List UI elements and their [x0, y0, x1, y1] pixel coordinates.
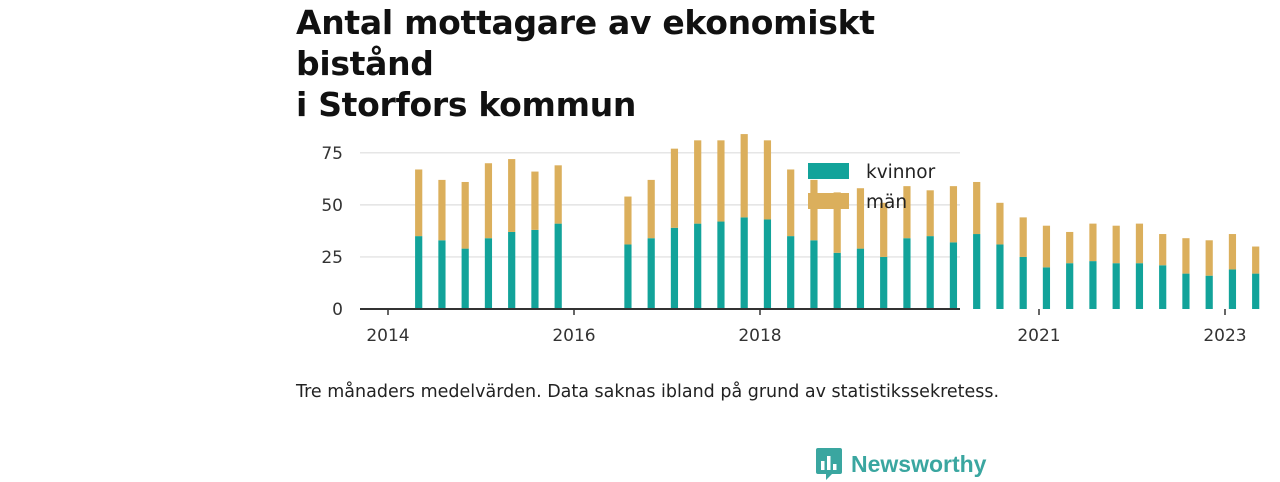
bar-kvinnor — [949, 242, 958, 309]
bar-kvinnor — [903, 238, 911, 309]
bar-man — [484, 163, 493, 239]
bar-man — [1182, 238, 1190, 274]
brand-name: Newsworthy — [851, 450, 987, 477]
bar-kvinnor — [717, 221, 725, 309]
bar-kvinnor — [1019, 256, 1027, 309]
bar-man — [554, 165, 562, 224]
x-tick-label: 2023 — [1203, 326, 1246, 346]
legend-swatch-kvinnor — [808, 163, 849, 179]
newsworthy-logo: Newsworthy — [815, 446, 986, 482]
bar-man — [415, 169, 423, 237]
y-tick-label: 75 — [321, 144, 343, 164]
bar-kvinnor — [740, 217, 748, 309]
legend-label-kvinnor: kvinnor — [866, 162, 936, 183]
bar-kvinnor — [856, 248, 865, 309]
y-tick-label: 25 — [321, 248, 343, 268]
bar-chart-speech-bubble-icon — [816, 448, 842, 480]
bar-man — [1135, 223, 1144, 264]
legend-label-man: män — [866, 192, 907, 213]
bar-kvinnor — [1252, 273, 1260, 309]
bar-kvinnor — [484, 238, 493, 309]
bar-man — [624, 196, 632, 245]
bar-kvinnor — [926, 236, 934, 309]
bar-man — [740, 134, 748, 218]
bar-man — [856, 188, 865, 249]
bar-man — [1042, 225, 1051, 268]
y-tick-label: 50 — [321, 196, 343, 216]
bar-man — [461, 181, 469, 249]
bar-kvinnor — [508, 231, 516, 309]
bar-kvinnor — [1112, 263, 1120, 309]
legend-swatch-man — [808, 193, 849, 209]
bar-man — [647, 179, 655, 239]
bar-man — [833, 192, 841, 253]
bar-man — [1019, 217, 1027, 257]
bar-man — [717, 140, 725, 222]
bar-kvinnor — [973, 234, 981, 309]
stacked-bar-chart: 0255075201420162018202120232025kvinnormä… — [321, 134, 1260, 346]
x-tick-label: 2014 — [366, 326, 409, 346]
x-tick-label: 2021 — [1017, 326, 1060, 346]
y-tick-label: 0 — [332, 300, 343, 320]
bar-man — [694, 140, 702, 224]
bar-kvinnor — [1205, 275, 1213, 309]
x-tick-label: 2016 — [552, 326, 595, 346]
bar-kvinnor — [1135, 263, 1144, 309]
bar-kvinnor — [833, 252, 841, 309]
bar-kvinnor — [1228, 269, 1237, 309]
bar-man — [880, 202, 888, 257]
bar-kvinnor — [438, 240, 446, 309]
bar-kvinnor — [694, 223, 702, 309]
bar-kvinnor — [1182, 273, 1190, 309]
bar-man — [670, 148, 679, 228]
bar-man — [438, 179, 446, 241]
bar-man — [763, 140, 772, 220]
bar-man — [810, 179, 818, 241]
bar-kvinnor — [996, 244, 1004, 309]
bar-kvinnor — [415, 236, 423, 309]
x-tick-label: 2018 — [738, 326, 781, 346]
bar-kvinnor — [531, 229, 539, 309]
bar-kvinnor — [1066, 263, 1074, 309]
bar-kvinnor — [647, 238, 655, 309]
chart-caption: Tre månaders medelvärden. Data saknas ib… — [296, 382, 1000, 402]
bar-man — [996, 202, 1004, 245]
bar-man — [1228, 234, 1237, 270]
bar-kvinnor — [461, 248, 469, 309]
bar-kvinnor — [763, 219, 772, 309]
bar-man — [903, 186, 911, 239]
bar-man — [531, 171, 539, 230]
bar-kvinnor — [670, 227, 679, 309]
bar-kvinnor — [1042, 267, 1051, 309]
bar-man — [1252, 246, 1260, 274]
bar-kvinnor — [787, 236, 795, 309]
bar-kvinnor — [624, 244, 632, 309]
bar-man — [949, 186, 958, 243]
bar-man — [787, 169, 795, 237]
bar-man — [973, 181, 981, 235]
bar-man — [1112, 225, 1120, 264]
bar-man — [1089, 223, 1097, 262]
bar-man — [926, 190, 934, 237]
chart-title-line-2: i Storfors kommun — [296, 85, 637, 124]
chart-title: Antal mottagare av ekonomiskt bistånd i … — [296, 2, 1016, 125]
bar-kvinnor — [880, 256, 888, 309]
bar-man — [1066, 231, 1074, 264]
bar-kvinnor — [810, 240, 818, 309]
bar-man — [1205, 240, 1213, 276]
bar-man — [508, 159, 516, 232]
bar-kvinnor — [554, 223, 562, 309]
bar-kvinnor — [1089, 261, 1097, 309]
chart-title-line-1: Antal mottagare av ekonomiskt bistånd — [296, 3, 875, 83]
bar-man — [1159, 234, 1167, 266]
bar-kvinnor — [1159, 265, 1167, 309]
